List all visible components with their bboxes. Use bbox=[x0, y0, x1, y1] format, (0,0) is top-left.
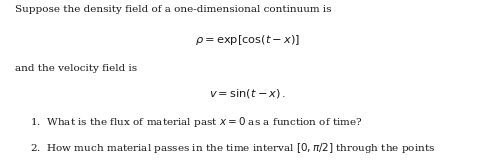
Text: Suppose the density field of a one-dimensional continuum is: Suppose the density field of a one-dimen… bbox=[15, 5, 331, 14]
Text: 2.  How much material passes in the time interval $[0, \pi/2]$ through the point: 2. How much material passes in the time … bbox=[30, 141, 435, 155]
Text: 1.  What is the flux of material past $x = 0$ as a function of time?: 1. What is the flux of material past $x … bbox=[30, 115, 363, 129]
Text: $\rho = \mathrm{exp}[\cos(t - x)]$: $\rho = \mathrm{exp}[\cos(t - x)]$ bbox=[195, 33, 300, 47]
Text: (a) $x = 0$, (b) $x = \pi/2$, (c) $x = -\pi/2$?  What does the sign of your answ: (a) $x = 0$, (b) $x = \pi/2$, (c) $x = -… bbox=[52, 162, 423, 164]
Text: $v = \sin(t - x)\,.$: $v = \sin(t - x)\,.$ bbox=[209, 87, 286, 100]
Text: and the velocity field is: and the velocity field is bbox=[15, 64, 137, 73]
